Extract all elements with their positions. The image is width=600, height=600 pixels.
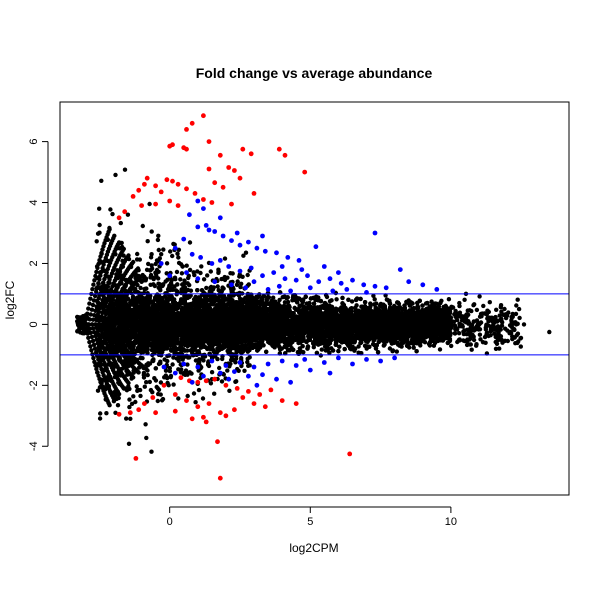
gene-point bbox=[329, 298, 334, 303]
gene-point bbox=[318, 353, 323, 358]
points-layer bbox=[75, 113, 552, 481]
gene-point bbox=[179, 271, 185, 276]
chart-title: Fold change vs average abundance bbox=[196, 65, 433, 81]
gene-point bbox=[356, 344, 361, 349]
gene-point bbox=[372, 297, 377, 302]
gene-point bbox=[349, 299, 355, 304]
gene-point bbox=[334, 297, 339, 302]
gene-point bbox=[387, 346, 393, 351]
gene-point bbox=[277, 297, 282, 303]
gene-point bbox=[311, 345, 316, 350]
gene-point bbox=[319, 347, 324, 352]
gene-point bbox=[422, 340, 428, 345]
gene-point bbox=[394, 349, 399, 354]
